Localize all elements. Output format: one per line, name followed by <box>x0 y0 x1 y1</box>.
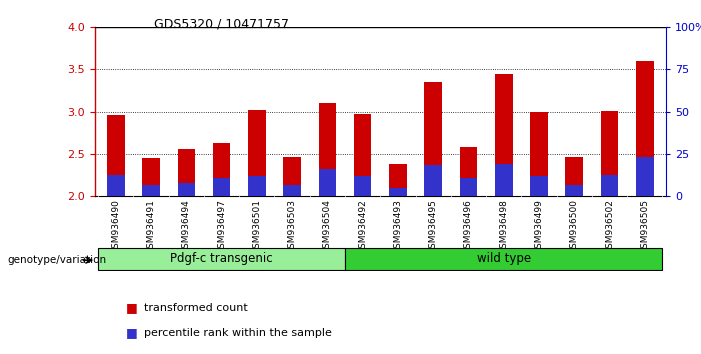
Text: transformed count: transformed count <box>144 303 247 313</box>
Bar <box>283 184 301 196</box>
Text: Pdgf-c transgenic: Pdgf-c transgenic <box>170 252 273 265</box>
Text: GSM936496: GSM936496 <box>464 199 473 254</box>
Bar <box>142 184 160 196</box>
Text: GSM936501: GSM936501 <box>252 199 261 254</box>
Bar <box>530 112 547 196</box>
Text: ■: ■ <box>126 326 138 339</box>
Bar <box>107 115 125 196</box>
Bar <box>601 175 618 196</box>
Bar <box>283 158 301 196</box>
Bar <box>495 74 512 196</box>
Bar <box>354 176 372 196</box>
Text: GSM936504: GSM936504 <box>323 199 332 254</box>
Bar <box>213 178 231 196</box>
Bar <box>601 111 618 196</box>
Text: GSM936492: GSM936492 <box>358 199 367 254</box>
Text: GDS5320 / 10471757: GDS5320 / 10471757 <box>154 18 290 31</box>
Bar <box>460 147 477 196</box>
Bar <box>213 143 231 196</box>
Bar <box>389 188 407 196</box>
Text: GSM936497: GSM936497 <box>217 199 226 254</box>
Bar <box>460 178 477 196</box>
Bar <box>424 82 442 196</box>
Bar <box>354 114 372 196</box>
Text: wild type: wild type <box>477 252 531 265</box>
Bar <box>177 149 195 196</box>
Bar <box>248 176 266 196</box>
Bar <box>636 61 653 196</box>
Text: GSM936491: GSM936491 <box>147 199 156 254</box>
Text: percentile rank within the sample: percentile rank within the sample <box>144 328 332 338</box>
Bar <box>318 103 336 196</box>
Bar <box>636 158 653 196</box>
Bar <box>424 165 442 196</box>
Bar <box>248 110 266 196</box>
Bar <box>530 176 547 196</box>
Bar <box>107 175 125 196</box>
Text: GSM936500: GSM936500 <box>570 199 579 254</box>
Text: GSM936505: GSM936505 <box>640 199 649 254</box>
Bar <box>142 158 160 196</box>
Text: GSM936494: GSM936494 <box>182 199 191 254</box>
Bar <box>566 184 583 196</box>
Text: GSM936490: GSM936490 <box>111 199 121 254</box>
Text: GSM936499: GSM936499 <box>534 199 543 254</box>
Bar <box>345 248 662 270</box>
Bar <box>177 183 195 196</box>
Text: GSM936495: GSM936495 <box>429 199 437 254</box>
Bar <box>495 164 512 196</box>
Text: GSM936503: GSM936503 <box>287 199 297 254</box>
Text: GSM936502: GSM936502 <box>605 199 614 254</box>
Bar <box>566 158 583 196</box>
Text: ■: ■ <box>126 302 138 314</box>
Text: genotype/variation: genotype/variation <box>7 255 106 265</box>
Text: GSM936498: GSM936498 <box>499 199 508 254</box>
Bar <box>98 248 345 270</box>
Bar <box>318 169 336 196</box>
Text: GSM936493: GSM936493 <box>393 199 402 254</box>
Bar <box>389 164 407 196</box>
